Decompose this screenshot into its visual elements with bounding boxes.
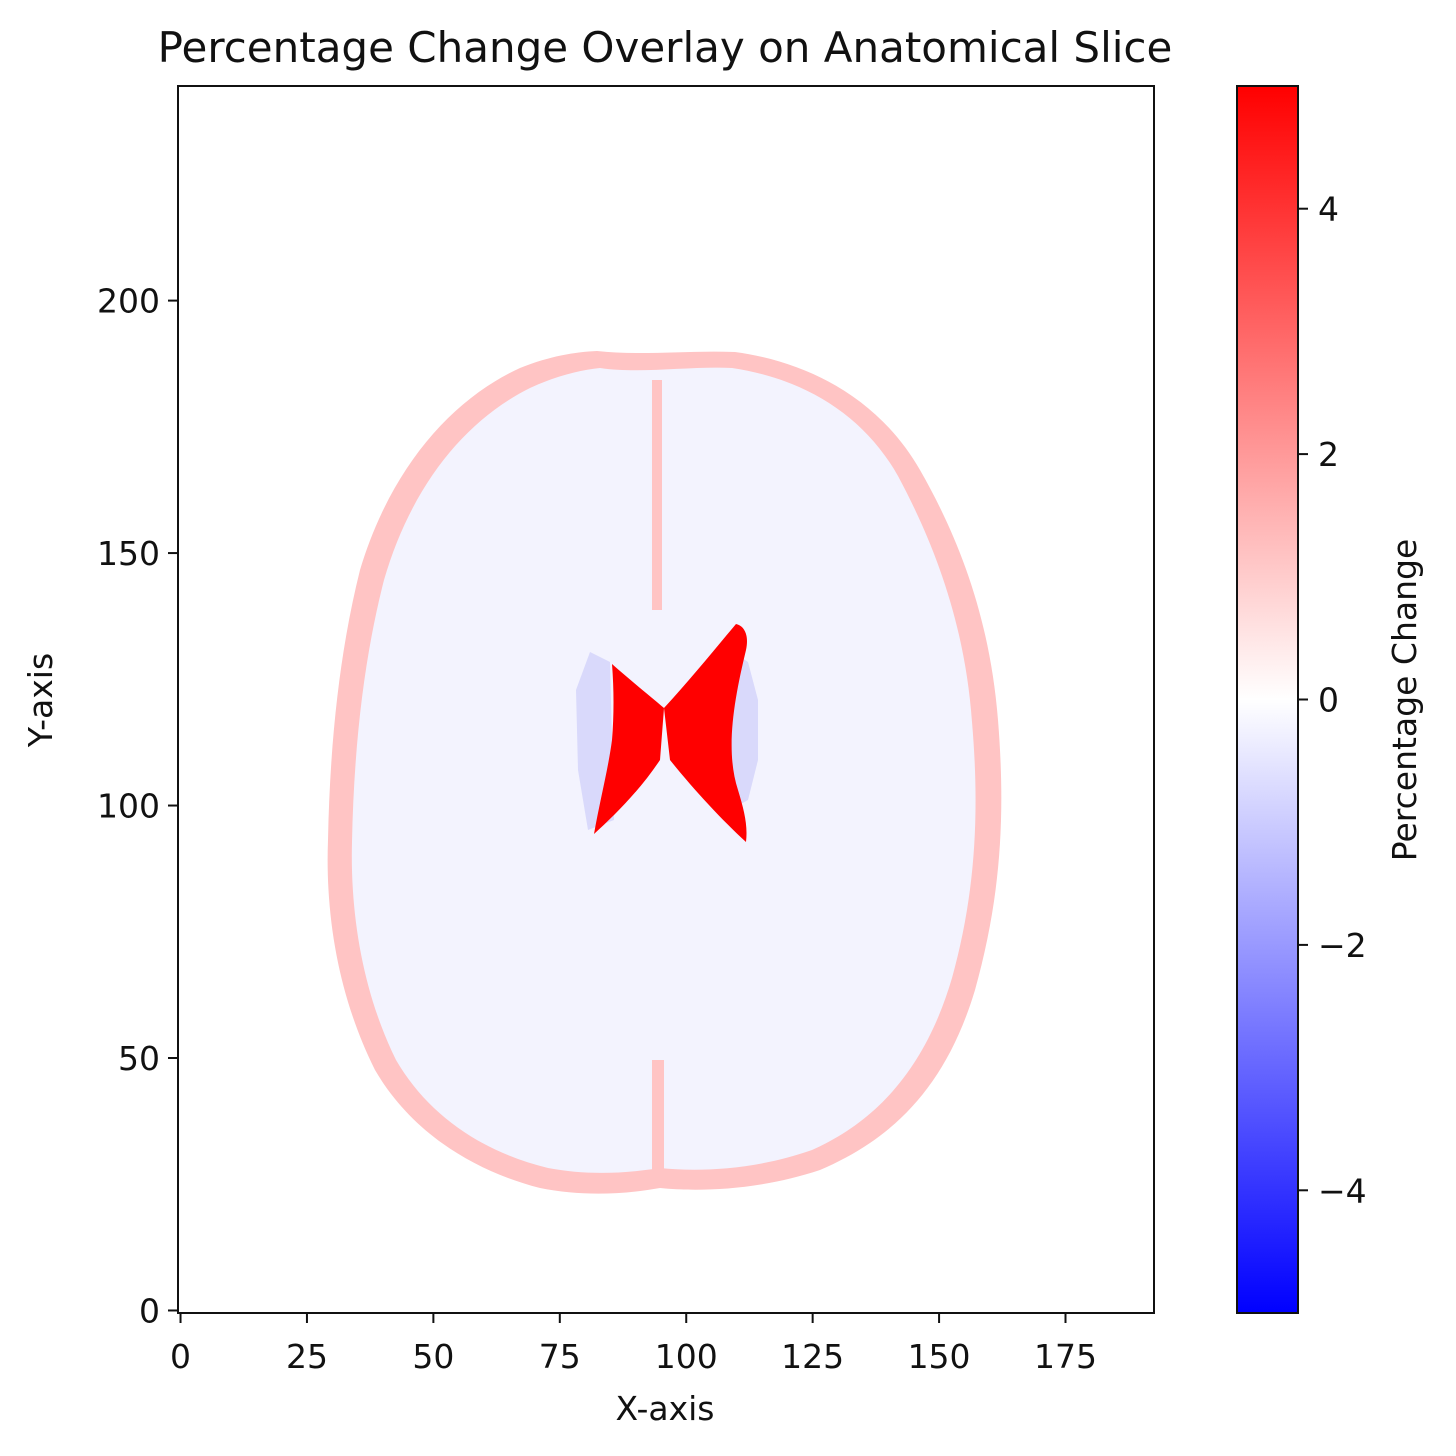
x-axis-ticks: 0 25 50 75 100 125 150 175 (170, 1313, 1097, 1376)
x-tick-label: 50 (412, 1337, 454, 1376)
x-tick-label: 75 (539, 1337, 581, 1376)
x-tick-label: 0 (170, 1337, 191, 1376)
colorbar-tick-label: 0 (1318, 681, 1339, 720)
y-tick-label: 100 (97, 787, 160, 826)
overlay-image (327, 351, 1002, 1194)
x-tick-label: 100 (655, 1337, 718, 1376)
colorbar-tick-label: 4 (1318, 190, 1339, 229)
plot-frame (177, 85, 1155, 1314)
x-tick-label: 175 (1034, 1337, 1097, 1376)
ventricles-right (664, 624, 747, 842)
y-axis-label: Y-axis (21, 653, 60, 748)
y-axis-ticks: 0 50 100 150 200 (97, 282, 178, 1330)
x-axis-label: X-axis (616, 1389, 715, 1428)
colorbar-tick-label: −4 (1318, 1171, 1367, 1210)
colorbar-ticks: 4 2 0 −2 −4 (1298, 190, 1367, 1210)
y-tick-label: 200 (97, 282, 160, 321)
y-tick-label: 150 (97, 534, 160, 573)
x-tick-label: 25 (286, 1337, 328, 1376)
ventricles-left (594, 664, 664, 834)
midline-fissure-upper (652, 380, 662, 610)
midline-fissure-lower (652, 1060, 664, 1180)
colorbar-tick-label: −2 (1318, 926, 1367, 965)
chart-title: Percentage Change Overlay on Anatomical … (158, 23, 1173, 72)
y-tick-label: 0 (139, 1291, 160, 1330)
colorbar-label: Percentage Change (1385, 539, 1424, 861)
colorbar-tick-label: 2 (1318, 435, 1339, 474)
brain-tissue-region (351, 367, 976, 1173)
colorbar (1236, 85, 1299, 1314)
x-tick-label: 125 (781, 1337, 844, 1376)
x-tick-label: 150 (908, 1337, 971, 1376)
y-tick-label: 50 (118, 1039, 160, 1078)
